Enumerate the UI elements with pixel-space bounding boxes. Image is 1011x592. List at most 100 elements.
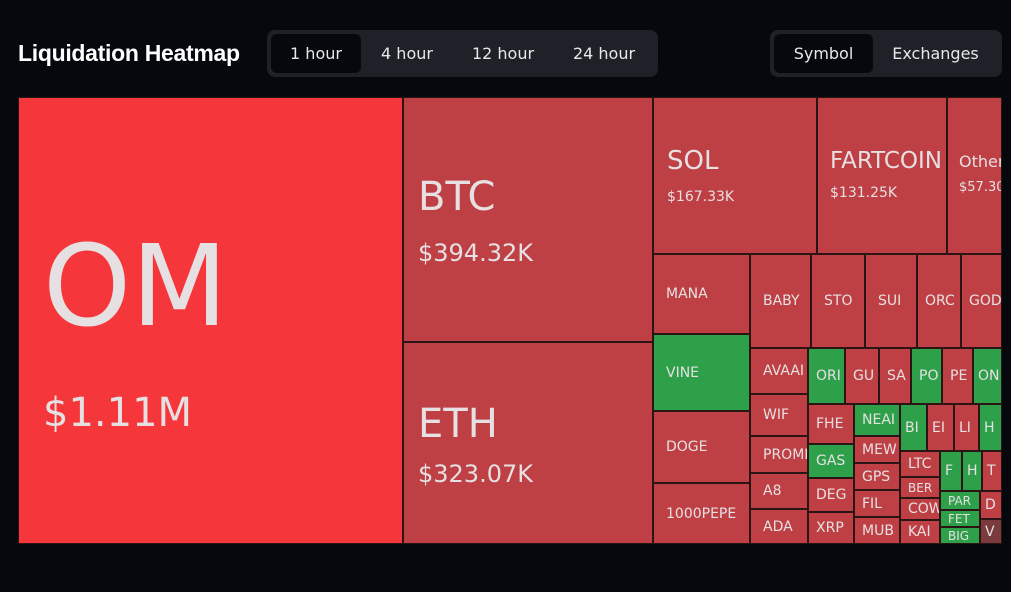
tile[interactable]: BI (900, 404, 927, 451)
tile-label: KAI (908, 524, 931, 540)
tile[interactable]: PAR (940, 491, 980, 510)
tile[interactable]: D (980, 491, 1002, 519)
tile-label: MUB (862, 522, 894, 539)
tile-label: BTC (418, 174, 496, 220)
tile[interactable]: PE (942, 348, 973, 404)
tile-label: ETH (418, 401, 498, 447)
time-tab[interactable]: 24 hour (572, 44, 636, 63)
tile-label: BER (908, 480, 933, 495)
tile[interactable]: GU (845, 348, 879, 404)
tile[interactable]: SA (879, 348, 911, 404)
tile[interactable]: FHE (808, 404, 854, 444)
tile[interactable]: MANA (653, 254, 750, 334)
tile[interactable]: A8 (750, 473, 808, 509)
tile-label: SA (887, 368, 906, 384)
tile[interactable]: BABY (750, 254, 811, 348)
tile-label: H (967, 463, 978, 479)
tile-label: LI (959, 419, 971, 436)
tile-label: GPS (862, 468, 891, 485)
tile[interactable]: ADA (750, 509, 808, 544)
tile-value: $323.07K (418, 460, 533, 488)
tile[interactable]: ETH $323.07K (403, 342, 653, 544)
tile[interactable]: ON (973, 348, 1002, 404)
tile-label: GAS (816, 453, 846, 469)
tile-label: T (987, 463, 996, 479)
tile[interactable]: STO (811, 254, 865, 348)
time-tabs: 1 hour 4 hour 12 hour 24 hour (267, 30, 658, 77)
tile[interactable]: KAI (900, 520, 940, 544)
tile[interactable]: T (982, 451, 1002, 491)
tile[interactable]: GOD (961, 254, 1002, 348)
view-toggle: Symbol Exchanges (770, 30, 1002, 77)
page-title: Liquidation Heatmap (18, 40, 240, 66)
tile[interactable]: ORC (917, 254, 961, 348)
tile-label: SUI (878, 293, 902, 309)
tile[interactable]: SUI (865, 254, 917, 348)
tile[interactable]: SOL $167.33K (653, 97, 817, 254)
tile[interactable]: F (940, 451, 962, 491)
tile[interactable]: FIL (854, 490, 900, 517)
tile-label: ORI (816, 368, 841, 384)
tile[interactable]: BER (900, 477, 940, 498)
tile[interactable]: MEW (854, 436, 900, 463)
tile[interactable]: OM $1.11M (18, 97, 403, 544)
tile[interactable]: GPS (854, 463, 900, 490)
tile[interactable]: 1000PEPE (653, 483, 750, 544)
tile-label: 1000PEPE (666, 505, 737, 522)
time-tab[interactable]: 4 hour (381, 44, 433, 63)
tile[interactable]: BTC $394.32K (403, 97, 653, 342)
tile[interactable]: H (962, 451, 982, 491)
tile-label: MANA (666, 286, 708, 302)
tile[interactable]: VINE (653, 334, 750, 411)
tile-label: OM (43, 222, 228, 352)
view-tab[interactable]: Exchanges (892, 44, 979, 63)
view-tab[interactable]: Symbol (774, 34, 873, 73)
tile-label: ON (978, 368, 1000, 384)
tile[interactable]: BIG (940, 527, 980, 544)
tile[interactable]: XRP (808, 512, 854, 544)
tile[interactable]: ORI (808, 348, 845, 404)
tile-label: ADA (763, 518, 793, 535)
time-tab[interactable]: 12 hour (471, 44, 535, 63)
tile[interactable]: FARTCOIN $131.25K (817, 97, 947, 254)
tile-label: FARTCOIN (830, 148, 943, 174)
tile[interactable]: COW (900, 498, 940, 520)
tile-label: DEG (816, 487, 847, 503)
tile-label: COW (908, 501, 940, 517)
tile[interactable]: AVAAI (750, 348, 808, 394)
tile[interactable]: V (980, 519, 1002, 544)
tile-label: ORC (925, 293, 955, 309)
tile-label: FHE (816, 416, 844, 432)
tile[interactable]: EI (927, 404, 954, 451)
tile[interactable]: NEAI (854, 404, 900, 436)
tile[interactable]: PROMP (750, 436, 808, 473)
tile-label: STO (824, 293, 853, 309)
tile[interactable]: GAS (808, 444, 854, 478)
tile-label: SOL (667, 146, 719, 176)
time-tab[interactable]: 1 hour (271, 34, 361, 73)
tile-label: PROMP (763, 446, 808, 463)
tile-label: PO (919, 368, 939, 384)
tile[interactable]: DOGE (653, 411, 750, 483)
tile-label: PAR (948, 493, 972, 508)
tile[interactable]: Other $57.30 (947, 97, 1002, 254)
tile[interactable]: H (979, 404, 1002, 451)
tile[interactable]: MUB (854, 517, 900, 544)
tile[interactable]: WIF (750, 394, 808, 436)
tile-label: D (985, 497, 996, 513)
tile-label: NEAI (862, 412, 896, 428)
tile[interactable]: DEG (808, 478, 854, 512)
tile-label: GOD (969, 293, 1002, 309)
tile-label: VINE (666, 364, 700, 381)
tile[interactable]: FET (940, 510, 980, 527)
tile-value: $131.25K (830, 185, 898, 201)
tile-label: F (945, 463, 954, 479)
tile-label: Other (959, 152, 1002, 171)
tile[interactable]: LI (954, 404, 979, 451)
tile-label: DOGE (666, 439, 708, 455)
tile-label: PE (950, 368, 968, 384)
tile[interactable]: LTC (900, 451, 940, 477)
tile[interactable]: PO (911, 348, 942, 404)
tile-value: $394.32K (418, 239, 533, 267)
